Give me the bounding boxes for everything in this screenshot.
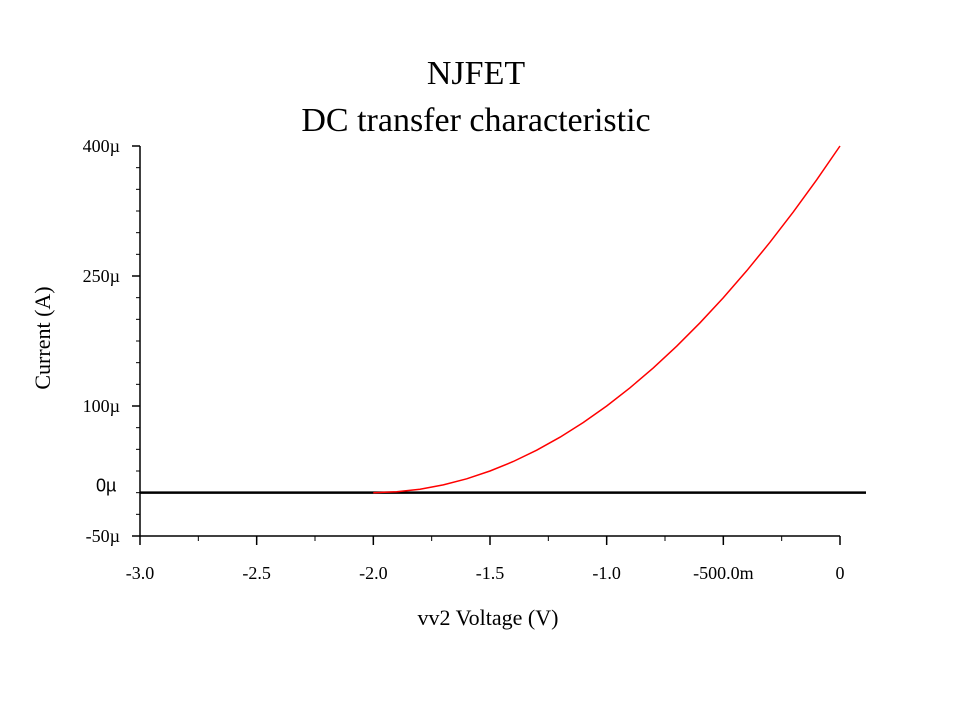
zero-line-label: 0µ	[96, 476, 116, 496]
y-tick-label: -50µ	[86, 526, 120, 546]
x-tick-label: -2.0	[359, 563, 388, 583]
x-tick-label: -3.0	[126, 563, 155, 583]
x-tick-label: 0	[836, 563, 845, 583]
x-tick-label: -1.0	[592, 563, 621, 583]
y-tick-label: 250µ	[83, 266, 120, 286]
y-tick-label: 100µ	[83, 396, 120, 416]
y-axis-label: Current (A)	[30, 286, 55, 389]
x-tick-label: -500.0m	[693, 563, 754, 583]
x-tick-label: -2.5	[242, 563, 271, 583]
chart-title: NJFET	[427, 55, 525, 92]
plot-area: 0µ	[96, 145, 866, 496]
y-tick-label: 400µ	[83, 136, 120, 156]
x-tick-label: -1.5	[476, 563, 505, 583]
chart-subtitle: DC transfer characteristic	[301, 102, 650, 139]
axes: 400µ 250µ 100µ -50µ -3.0 -2.5 -2.0 -1.5 -1.0 -500…	[83, 136, 845, 583]
series-line	[373, 145, 841, 494]
x-axis-label: vv2 Voltage (V)	[418, 605, 559, 630]
